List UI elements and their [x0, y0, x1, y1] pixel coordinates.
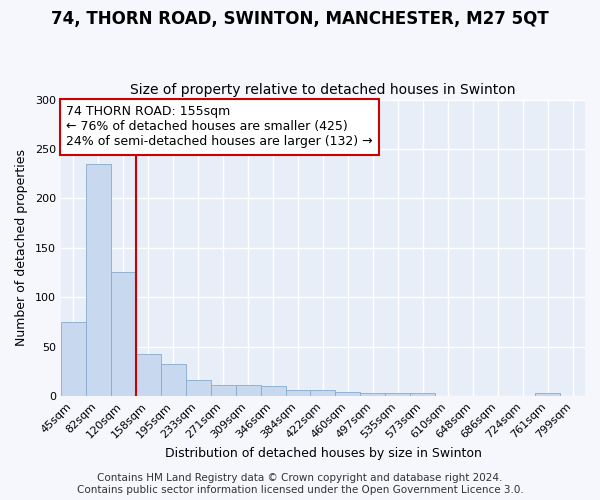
Bar — [111, 272, 136, 396]
Text: 74, THORN ROAD, SWINTON, MANCHESTER, M27 5QT: 74, THORN ROAD, SWINTON, MANCHESTER, M27… — [51, 10, 549, 28]
Bar — [286, 390, 310, 396]
Bar — [211, 386, 236, 396]
Bar — [310, 390, 335, 396]
Bar — [335, 392, 361, 396]
Bar — [535, 393, 560, 396]
Title: Size of property relative to detached houses in Swinton: Size of property relative to detached ho… — [130, 83, 516, 97]
Bar — [361, 393, 385, 396]
Bar — [61, 322, 86, 396]
Bar — [86, 164, 111, 396]
Bar — [161, 364, 186, 396]
Bar — [385, 393, 410, 396]
Bar — [260, 386, 286, 396]
Bar — [236, 386, 260, 396]
X-axis label: Distribution of detached houses by size in Swinton: Distribution of detached houses by size … — [164, 447, 481, 460]
Bar — [186, 380, 211, 396]
Text: Contains HM Land Registry data © Crown copyright and database right 2024.
Contai: Contains HM Land Registry data © Crown c… — [77, 474, 523, 495]
Y-axis label: Number of detached properties: Number of detached properties — [15, 150, 28, 346]
Bar — [136, 354, 161, 396]
Text: 74 THORN ROAD: 155sqm
← 76% of detached houses are smaller (425)
24% of semi-det: 74 THORN ROAD: 155sqm ← 76% of detached … — [66, 106, 373, 148]
Bar — [410, 393, 435, 396]
